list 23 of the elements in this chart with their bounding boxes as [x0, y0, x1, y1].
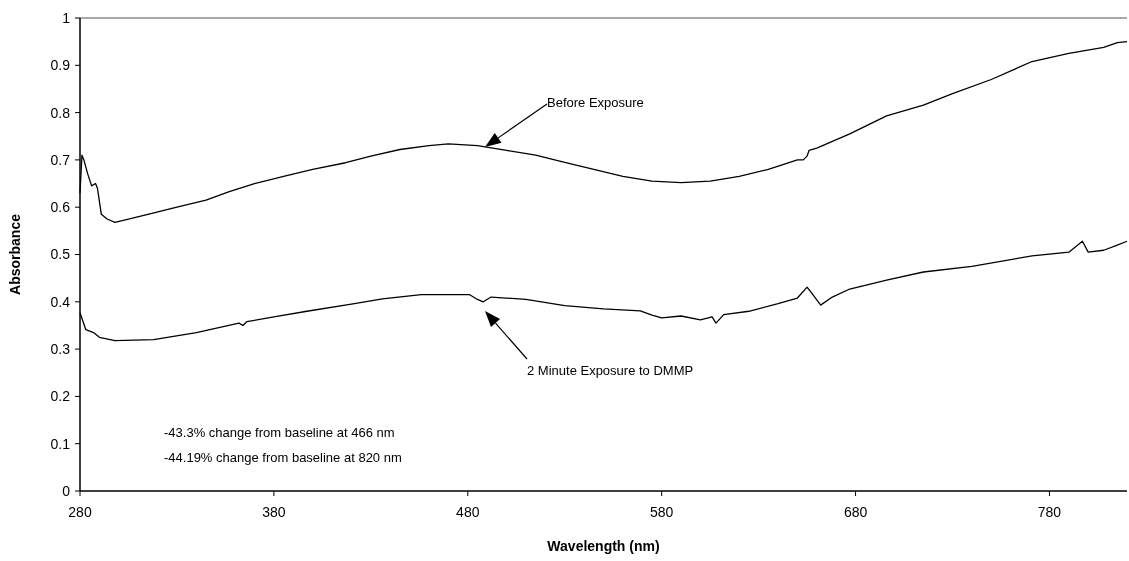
y-tick-label: 0.4: [50, 293, 71, 310]
x-tick-label: 380: [262, 504, 286, 520]
y-tick-label: 0: [62, 482, 71, 499]
y-tick-label: 1: [62, 9, 71, 26]
x-tick-label: 780: [1037, 504, 1062, 520]
y-tick-label: 0.7: [50, 151, 71, 168]
x-tick-label: 580: [649, 504, 674, 520]
y-tick-label: 0.8: [50, 104, 71, 121]
y-tick-label: 0.6: [50, 199, 71, 216]
x-tick-label: 480: [456, 504, 480, 520]
y-tick-label: 0.9: [50, 57, 71, 74]
y-tick-label: 0.5: [50, 246, 71, 263]
y-tick-label: 0.3: [50, 341, 71, 357]
x-axis-title: Wavelength (nm): [547, 538, 660, 554]
annotation: 2 Minute Exposure to DMMP: [527, 363, 694, 378]
annotation: -44.19% change from baseline at 820 nm: [164, 450, 402, 465]
y-tick-label: 0.2: [50, 388, 71, 405]
y-tick-label: 0.1: [50, 435, 71, 452]
y-axis-title: Absorbance: [7, 213, 23, 295]
annotation: Before Exposure: [547, 95, 644, 110]
x-tick-label: 680: [843, 504, 868, 520]
annotation: -43.3% change from baseline at 466 nm: [164, 425, 395, 440]
x-tick-label: 280: [68, 504, 92, 520]
